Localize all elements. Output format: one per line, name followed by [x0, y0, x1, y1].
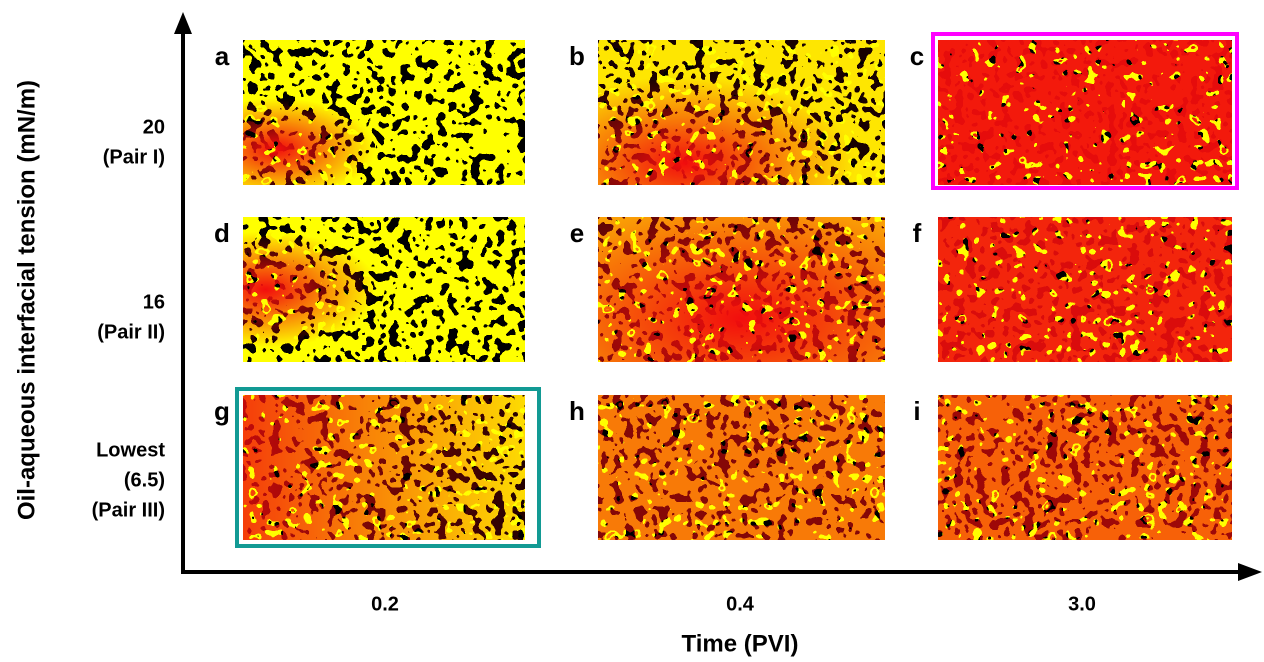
- column-label: 0.4: [726, 593, 755, 615]
- y-arrow: [174, 12, 192, 34]
- x-axis-title: Time (PVI): [682, 630, 799, 657]
- panel-letter: i: [913, 396, 920, 426]
- row-label: 20: [143, 116, 165, 138]
- oil-phase: [598, 217, 885, 362]
- panel-letter: a: [215, 41, 230, 71]
- row-label: (Pair III): [92, 499, 165, 521]
- oil-phase: [243, 217, 525, 362]
- oil-phase: [598, 395, 885, 540]
- column-label: 3.0: [1068, 593, 1096, 615]
- panel-letter: b: [569, 41, 585, 71]
- oil-phase: [243, 395, 525, 540]
- panel-letter: h: [569, 396, 585, 426]
- panel-letter: d: [214, 218, 230, 248]
- column-label: 0.2: [371, 593, 399, 615]
- row-label: (6.5): [124, 469, 165, 491]
- y-axis-title: Oil-aqueous interfacial tension (mN/m): [13, 80, 40, 520]
- row-label: (Pair I): [103, 146, 165, 168]
- panel-letter: c: [910, 41, 924, 71]
- panel-letter: e: [570, 218, 584, 248]
- oil-phase: [938, 217, 1232, 362]
- oil-phase: [938, 395, 1232, 540]
- row-label: (Pair II): [97, 321, 165, 343]
- x-arrow: [1238, 563, 1262, 581]
- oil-phase: [243, 40, 525, 185]
- row-label: 16: [143, 291, 165, 313]
- panel-letter: g: [214, 396, 230, 426]
- row-label: Lowest: [96, 439, 165, 461]
- oil-phase: [938, 40, 1232, 185]
- oil-phase: [598, 40, 885, 185]
- panel-letter: f: [913, 218, 922, 248]
- highlight-box: [931, 32, 1239, 190]
- highlight-box: [235, 387, 541, 548]
